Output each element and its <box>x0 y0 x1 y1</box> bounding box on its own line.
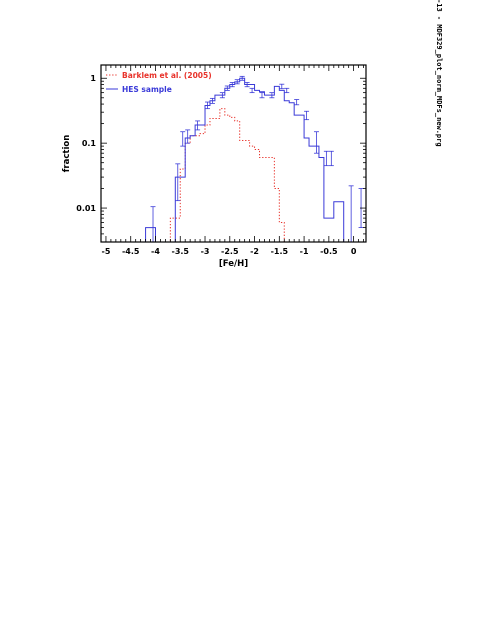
x-tick-label: -0.5 <box>320 247 338 256</box>
x-tick-label: 0 <box>351 247 357 256</box>
legend: Barklem et al. (2005) HES sample <box>106 71 212 94</box>
y-tick-label: 0.01 <box>76 204 96 213</box>
x-tick-label: -4.5 <box>122 247 140 256</box>
x-tick-label: -4 <box>151 247 160 256</box>
x-tick-label: -3 <box>201 247 210 256</box>
axes-layer: -5 -4.5 -4 -3.5 -3 -2.5 -2 -1.5 -1 -0.5 0 1 0.1 0.01 <box>76 64 367 256</box>
y-axis-label: fraction <box>62 135 72 173</box>
x-tick-label: -5 <box>102 247 111 256</box>
histogram-line <box>145 77 364 243</box>
x-tick-label: -1 <box>300 247 309 256</box>
x-tick-label: -1.5 <box>271 247 289 256</box>
x-tick-label: -2 <box>250 247 259 256</box>
x-tick-label: -2.5 <box>221 247 239 256</box>
x-tick-label: -3.5 <box>172 247 190 256</box>
legend-label-barklem: Barklem et al. (2005) <box>122 71 212 80</box>
legend-label-hes: HES sample <box>122 85 172 94</box>
series-layer <box>145 75 364 243</box>
y-tick-label: 0.1 <box>82 139 97 148</box>
series-hes <box>145 75 364 243</box>
side-file-label: 09-04-13 - MDF329_plot_norm_MDFs_new.prg <box>435 0 443 147</box>
x-axis-label: [Fe/H] <box>219 259 248 269</box>
y-tick-label: 1 <box>90 74 96 83</box>
